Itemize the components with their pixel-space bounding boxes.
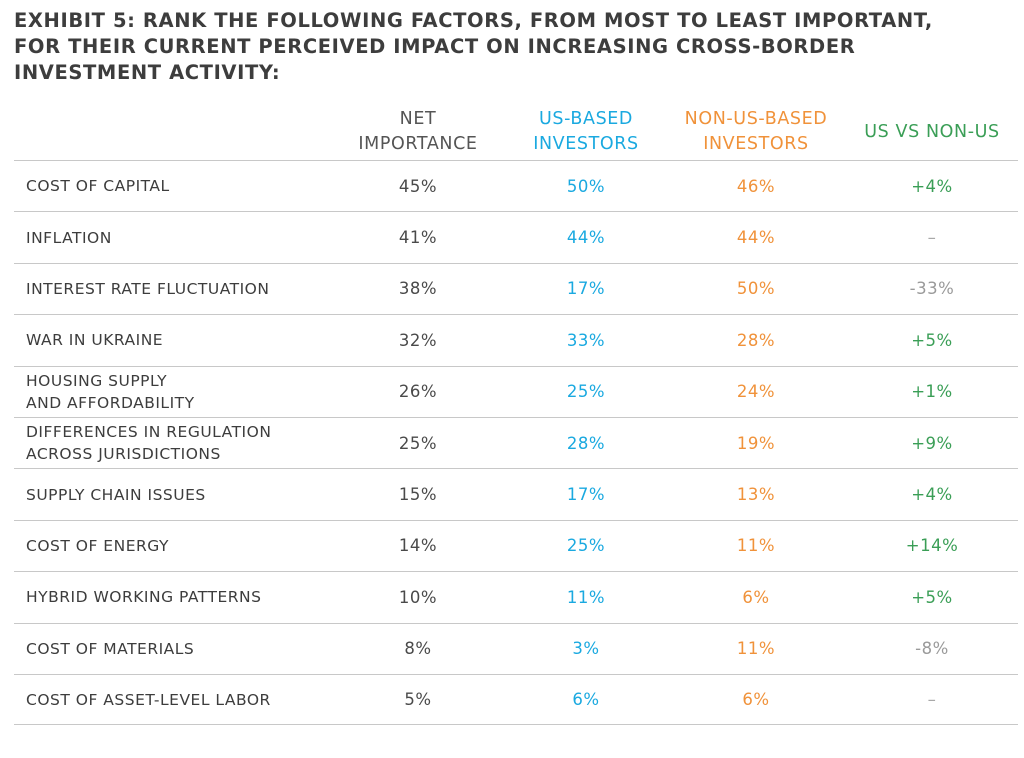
table-row: INTEREST RATE FLUCTUATION 38% 17% 50% -33% bbox=[14, 262, 1018, 314]
net-importance-value: 26% bbox=[398, 382, 438, 402]
table-body: COST OF CAPITAL 45% 50% 46% +4% INFLATION 41% 4… bbox=[14, 160, 1018, 726]
header-net-importance: NET IMPORTANCE bbox=[358, 109, 478, 154]
us-based-value: 44% bbox=[566, 228, 606, 248]
factor-label: HYBRID WORKING PATTERNS bbox=[26, 588, 262, 607]
net-importance-value: 41% bbox=[398, 228, 438, 248]
net-importance-value: 5% bbox=[404, 690, 432, 710]
factor-label: SUPPLY CHAIN ISSUES bbox=[26, 485, 206, 504]
exhibit-title: EXHIBIT 5: RANK THE FOLLOWING FACTORS, F… bbox=[14, 9, 933, 84]
non-us-based-value: 24% bbox=[736, 382, 776, 402]
us-vs-non-us-value: +1% bbox=[911, 382, 953, 402]
us-based-value: 11% bbox=[566, 587, 606, 607]
table-row: SUPPLY CHAIN ISSUES 15% 17% 13% +4% bbox=[14, 468, 1018, 519]
us-based-value: 17% bbox=[566, 485, 606, 505]
non-us-based-value: 11% bbox=[736, 536, 776, 556]
non-us-based-value: 11% bbox=[736, 639, 776, 659]
table-row: WAR IN UKRAINE 32% 33% 28% +5% bbox=[14, 314, 1018, 365]
us-vs-non-us-value: -8% bbox=[915, 639, 949, 659]
table-row: COST OF MATERIALS 8% 3% 11% -8% bbox=[14, 622, 1018, 674]
us-based-value: 25% bbox=[566, 536, 606, 556]
net-importance-value: 25% bbox=[398, 433, 438, 453]
us-vs-non-us-value: +4% bbox=[911, 485, 953, 505]
factor-label: COST OF ASSET-LEVEL LABOR bbox=[26, 690, 271, 709]
us-based-value: 17% bbox=[566, 279, 606, 299]
table-row: HOUSING SUPPLY AND AFFORDABILITY 26% 25% 24… bbox=[14, 365, 1018, 417]
factor-label: INFLATION bbox=[26, 228, 112, 247]
non-us-based-value: 28% bbox=[736, 330, 776, 350]
table-header: NET IMPORTANCE US-BASED INVESTORS NON-US… bbox=[14, 106, 1014, 158]
net-importance-value: 8% bbox=[404, 639, 432, 659]
us-based-value: 50% bbox=[566, 176, 606, 196]
us-based-value: 6% bbox=[572, 690, 600, 710]
net-importance-value: 10% bbox=[398, 587, 438, 607]
non-us-based-value: 50% bbox=[736, 279, 776, 299]
factor-label: COST OF ENERGY bbox=[26, 536, 169, 555]
us-vs-non-us-value: +4% bbox=[911, 176, 953, 196]
factor-label: DIFFERENCES IN REGULATION ACROSS JURISDI… bbox=[26, 423, 272, 464]
header-us-vs-non-us: US VS NON-US bbox=[864, 121, 1000, 142]
us-vs-non-us-value: – bbox=[927, 690, 937, 710]
factor-label: COST OF MATERIALS bbox=[26, 639, 195, 658]
table-row: INFLATION 41% 44% 44% – bbox=[14, 211, 1018, 262]
us-based-value: 28% bbox=[566, 433, 606, 453]
header-non-us-based-investors: NON-US-BASED INVESTORS bbox=[684, 109, 828, 154]
table-row: COST OF ASSET-LEVEL LABOR 5% 6% 6% – bbox=[14, 673, 1018, 726]
factor-label: WAR IN UKRAINE bbox=[26, 331, 164, 350]
us-based-value: 3% bbox=[572, 639, 600, 659]
non-us-based-value: 44% bbox=[736, 228, 776, 248]
non-us-based-value: 19% bbox=[736, 433, 776, 453]
us-vs-non-us-value: – bbox=[927, 228, 937, 248]
table-row: HYBRID WORKING PATTERNS 10% 11% 6% +5% bbox=[14, 571, 1018, 622]
non-us-based-value: 6% bbox=[742, 587, 770, 607]
us-vs-non-us-value: +5% bbox=[911, 587, 953, 607]
non-us-based-value: 46% bbox=[736, 176, 776, 196]
factor-label: COST OF CAPITAL bbox=[26, 177, 170, 196]
factor-label: HOUSING SUPPLY AND AFFORDABILITY bbox=[26, 371, 195, 412]
us-based-value: 25% bbox=[566, 382, 606, 402]
table-row: COST OF CAPITAL 45% 50% 46% +4% bbox=[14, 160, 1018, 211]
net-importance-value: 14% bbox=[398, 536, 438, 556]
us-based-value: 33% bbox=[566, 330, 606, 350]
table-row: COST OF ENERGY 14% 25% 11% +14% bbox=[14, 519, 1018, 571]
us-vs-non-us-value: +5% bbox=[911, 330, 953, 350]
us-vs-non-us-value: -33% bbox=[909, 279, 955, 299]
net-importance-value: 15% bbox=[398, 485, 438, 505]
non-us-based-value: 13% bbox=[736, 485, 776, 505]
non-us-based-value: 6% bbox=[742, 690, 770, 710]
table-row: DIFFERENCES IN REGULATION ACROSS JURISDI… bbox=[14, 416, 1018, 468]
us-vs-non-us-value: +9% bbox=[911, 433, 953, 453]
us-vs-non-us-value: +14% bbox=[905, 536, 959, 556]
net-importance-value: 32% bbox=[398, 330, 438, 350]
header-us-based-investors: US-BASED INVESTORS bbox=[533, 109, 639, 154]
net-importance-value: 45% bbox=[398, 176, 438, 196]
factor-label: INTEREST RATE FLUCTUATION bbox=[26, 279, 270, 298]
net-importance-value: 38% bbox=[398, 279, 438, 299]
